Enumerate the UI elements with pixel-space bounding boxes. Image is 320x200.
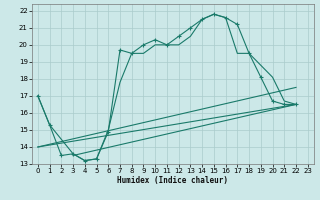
X-axis label: Humidex (Indice chaleur): Humidex (Indice chaleur) xyxy=(117,176,228,185)
